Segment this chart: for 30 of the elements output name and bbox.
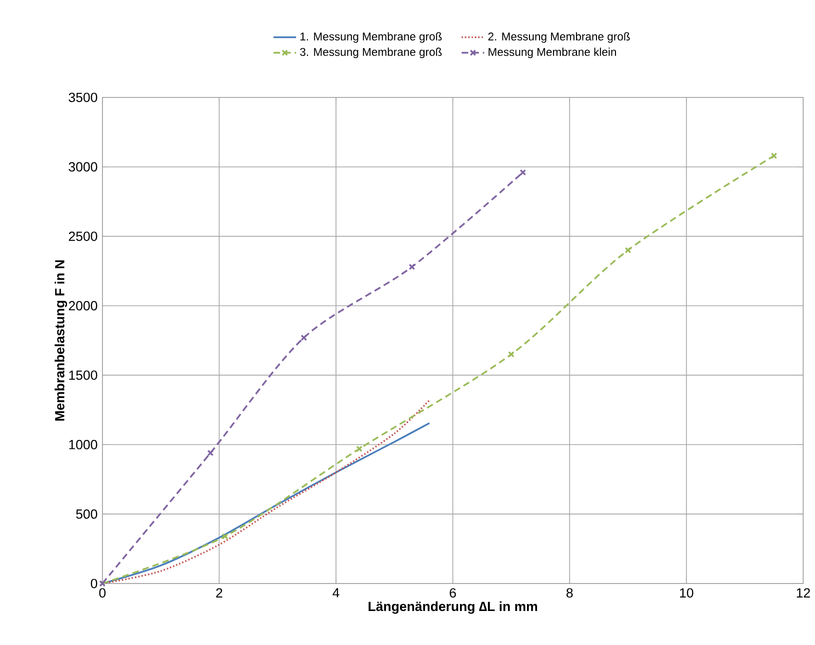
point bbox=[207, 450, 214, 456]
point bbox=[408, 264, 416, 270]
y-tick-label: 0 bbox=[90, 578, 98, 588]
point bbox=[624, 246, 632, 254]
y-tick-label: 3000 bbox=[68, 162, 98, 172]
legend-label: 1. Messung Membrane groß bbox=[300, 32, 442, 43]
x-axis-title: Längenänderung ∆L in mm bbox=[368, 601, 538, 614]
y-tick-label: 3500 bbox=[68, 92, 98, 102]
point bbox=[508, 351, 514, 358]
legend-label: Messung Membrane klein bbox=[488, 48, 616, 58]
y-tick-label: 2500 bbox=[68, 232, 98, 241]
y-axis-title: Membranbelastung F in N bbox=[54, 260, 68, 421]
x-tick-label: 8 bbox=[566, 588, 573, 598]
x-tick-label: 0 bbox=[99, 588, 106, 598]
y-tick-label: 1000 bbox=[69, 440, 98, 450]
y-tick-label: 500 bbox=[76, 509, 98, 519]
legend-label: 3. Messung Membrane groß bbox=[300, 48, 442, 58]
x-tick-label: 2 bbox=[216, 588, 222, 598]
x-tick-label: 4 bbox=[332, 588, 340, 598]
point bbox=[300, 334, 308, 341]
point bbox=[770, 152, 778, 159]
point bbox=[356, 446, 363, 452]
x-tick-label: 6 bbox=[450, 588, 456, 598]
point bbox=[520, 169, 526, 176]
point bbox=[222, 533, 228, 540]
legend-label: 2. Messung Membrane groß bbox=[488, 32, 630, 43]
y-tick-label: 2000 bbox=[68, 300, 98, 310]
x-tick-label: 12 bbox=[796, 588, 810, 598]
y-tick-label: 1500 bbox=[69, 370, 98, 380]
x-tick-label: 10 bbox=[680, 588, 694, 598]
